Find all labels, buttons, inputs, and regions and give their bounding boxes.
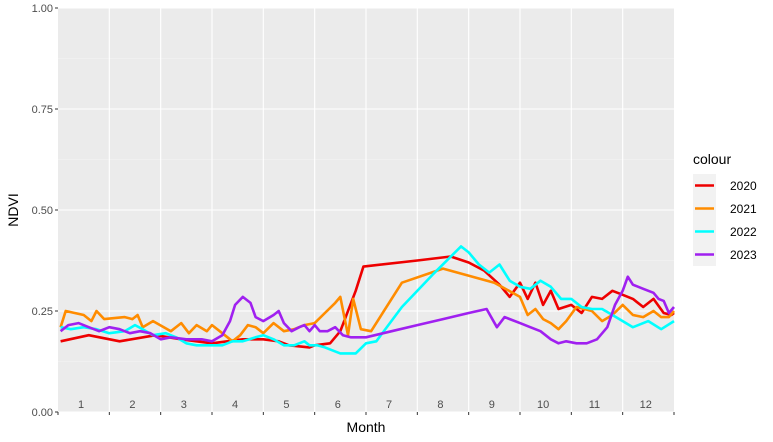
major-gridlines <box>58 7 674 413</box>
month-label: 8 <box>437 399 443 411</box>
y-tick-label: 0.75 <box>32 104 53 116</box>
month-label: 11 <box>589 399 600 411</box>
x-axis <box>57 412 675 415</box>
month-labels: 1 2 3 4 5 6 7 8 9 10 11 12 <box>78 399 652 411</box>
month-label: 2 <box>129 399 135 411</box>
y-axis: 0.00 0.25 0.50 0.75 1.00 <box>32 3 58 419</box>
x-axis-title: Month <box>347 419 386 435</box>
month-label: 4 <box>232 399 238 411</box>
legend-label-2020: 2020 <box>730 179 757 193</box>
series-lines <box>59 245 675 355</box>
month-label: 1 <box>78 399 84 411</box>
month-label: 3 <box>181 399 187 411</box>
month-label: 7 <box>386 399 392 411</box>
series-line-2023 <box>59 275 675 345</box>
legend-label-2021: 2021 <box>730 202 757 216</box>
legend: colour 2020 2021 2022 2023 <box>693 151 757 266</box>
y-axis-title: NDVI <box>5 193 21 226</box>
month-label: 9 <box>489 399 495 411</box>
month-label: 10 <box>537 399 549 411</box>
y-tick-label: 0.25 <box>32 306 53 318</box>
legend-label-2022: 2022 <box>730 225 757 239</box>
y-tick-label: 0.50 <box>32 205 53 217</box>
legend-title: colour <box>693 151 731 167</box>
legend-label-2023: 2023 <box>730 248 757 262</box>
month-label: 6 <box>335 399 341 411</box>
month-label: 5 <box>283 399 289 411</box>
y-tick-label: 1.00 <box>32 3 53 15</box>
series-line-2021 <box>59 267 675 343</box>
month-label: 12 <box>640 399 652 411</box>
y-tick-label: 0.00 <box>32 407 53 419</box>
series-line-2022 <box>60 245 675 355</box>
